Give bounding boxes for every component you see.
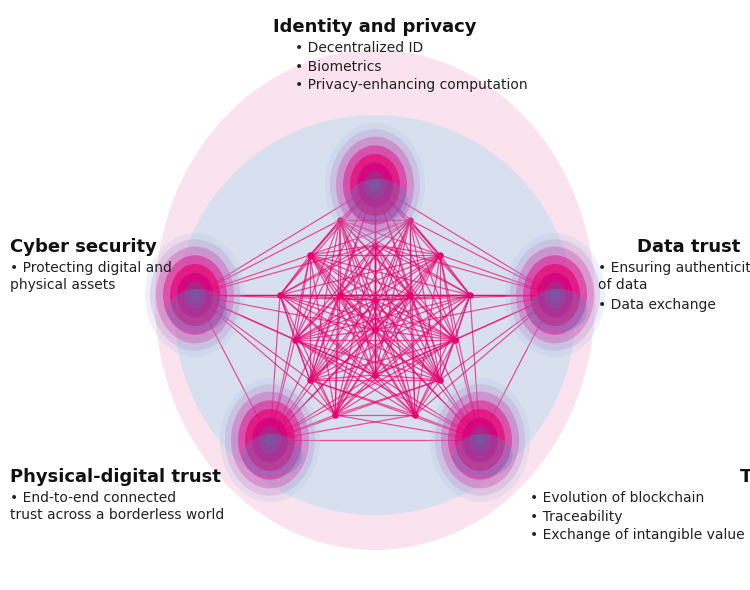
Ellipse shape: [167, 289, 227, 332]
Ellipse shape: [527, 289, 587, 332]
Point: [369, 371, 381, 380]
Ellipse shape: [469, 427, 491, 454]
Text: • Decentralized ID: • Decentralized ID: [295, 41, 423, 55]
Ellipse shape: [462, 418, 498, 463]
Ellipse shape: [156, 247, 234, 343]
Ellipse shape: [245, 409, 295, 471]
Point: [334, 215, 346, 225]
Text: • Biometrics: • Biometrics: [295, 60, 382, 74]
Ellipse shape: [370, 179, 380, 191]
Ellipse shape: [336, 137, 414, 234]
Ellipse shape: [364, 171, 386, 199]
Text: Identity and privacy: Identity and privacy: [273, 18, 477, 36]
Ellipse shape: [530, 264, 580, 326]
Ellipse shape: [231, 392, 309, 489]
Ellipse shape: [184, 281, 206, 309]
Ellipse shape: [343, 145, 407, 225]
Point: [369, 240, 381, 250]
Ellipse shape: [523, 255, 587, 335]
Ellipse shape: [252, 418, 288, 463]
Ellipse shape: [330, 129, 420, 241]
Point: [549, 290, 561, 300]
Ellipse shape: [220, 378, 320, 502]
Point: [264, 435, 276, 445]
Point: [404, 215, 416, 225]
Point: [329, 410, 341, 419]
Ellipse shape: [145, 233, 245, 357]
Ellipse shape: [455, 409, 505, 471]
Point: [304, 375, 316, 385]
Ellipse shape: [265, 434, 275, 446]
Text: • Evolution of blockchain: • Evolution of blockchain: [530, 491, 704, 506]
Point: [369, 325, 381, 335]
Ellipse shape: [510, 239, 600, 351]
Text: Token economy: Token economy: [740, 468, 750, 486]
Ellipse shape: [259, 427, 281, 454]
Ellipse shape: [225, 384, 315, 496]
Point: [464, 290, 476, 300]
Ellipse shape: [430, 378, 530, 502]
Ellipse shape: [448, 401, 512, 480]
Text: Cyber security: Cyber security: [10, 238, 157, 256]
Point: [434, 375, 446, 385]
Ellipse shape: [325, 123, 425, 247]
Ellipse shape: [544, 281, 566, 309]
Point: [289, 335, 301, 345]
Ellipse shape: [175, 115, 575, 515]
Text: • Protecting digital and
physical assets: • Protecting digital and physical assets: [10, 261, 172, 291]
Ellipse shape: [550, 289, 560, 301]
Point: [369, 295, 381, 304]
Text: • End-to-end connected
trust across a borderless world: • End-to-end connected trust across a bo…: [10, 491, 224, 522]
Point: [189, 290, 201, 300]
Point: [409, 410, 421, 419]
Ellipse shape: [475, 434, 485, 446]
Ellipse shape: [350, 154, 400, 216]
Ellipse shape: [242, 434, 302, 477]
Text: • Privacy-enhancing computation: • Privacy-enhancing computation: [295, 78, 528, 93]
Ellipse shape: [190, 289, 200, 301]
Text: • Data exchange: • Data exchange: [598, 299, 716, 312]
Ellipse shape: [163, 255, 227, 335]
Ellipse shape: [537, 273, 573, 317]
Ellipse shape: [155, 50, 595, 550]
Ellipse shape: [516, 247, 594, 343]
Point: [474, 435, 486, 445]
Ellipse shape: [505, 233, 605, 357]
Point: [304, 250, 316, 260]
Point: [274, 290, 286, 300]
Ellipse shape: [347, 179, 407, 222]
Ellipse shape: [357, 163, 393, 207]
Ellipse shape: [435, 384, 525, 496]
Ellipse shape: [452, 434, 512, 477]
Text: • Traceability: • Traceability: [530, 510, 622, 524]
Ellipse shape: [177, 273, 213, 317]
Point: [434, 250, 446, 260]
Point: [334, 290, 346, 300]
Point: [369, 181, 381, 190]
Point: [404, 290, 416, 300]
Text: Physical-digital trust: Physical-digital trust: [10, 468, 220, 486]
Point: [449, 335, 461, 345]
Text: • Ensuring authenticity
of data: • Ensuring authenticity of data: [598, 261, 750, 291]
Ellipse shape: [150, 239, 240, 351]
Ellipse shape: [441, 392, 519, 489]
Text: • Exchange of intangible value: • Exchange of intangible value: [530, 529, 745, 542]
Ellipse shape: [170, 264, 220, 326]
Ellipse shape: [238, 401, 302, 480]
Text: Data trust: Data trust: [637, 238, 740, 256]
